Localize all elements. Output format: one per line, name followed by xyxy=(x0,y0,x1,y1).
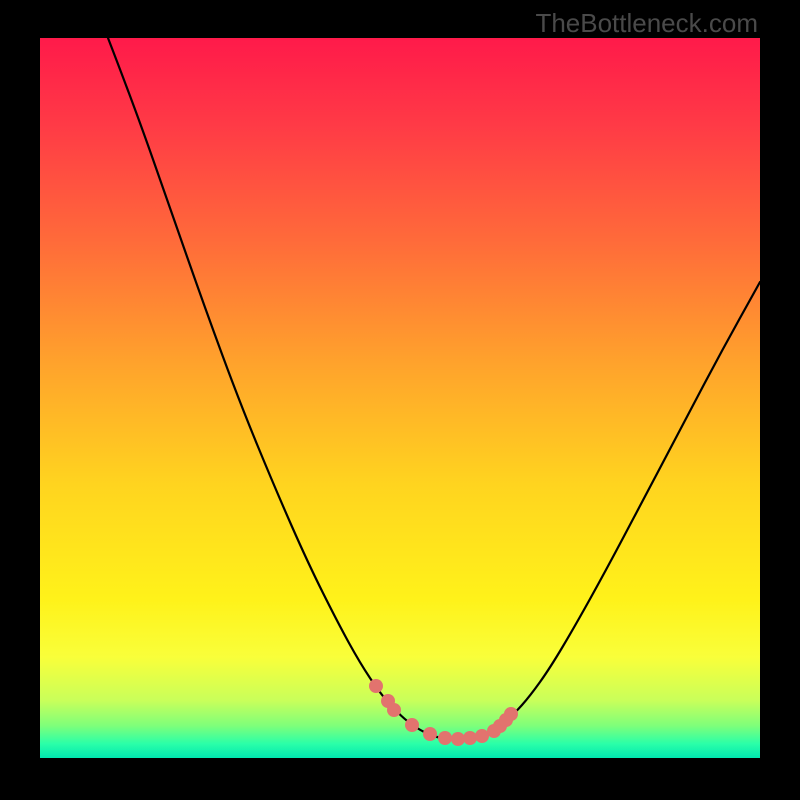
sweet-spot-marker xyxy=(504,707,518,721)
sweet-spot-marker xyxy=(387,703,401,717)
watermark-text: TheBottleneck.com xyxy=(535,8,758,39)
sweet-spot-marker xyxy=(423,727,437,741)
sweet-spot-marker xyxy=(463,731,477,745)
bottleneck-chart: TheBottleneck.com xyxy=(0,0,800,800)
plot-area xyxy=(40,38,760,758)
sweet-spot-marker xyxy=(451,732,465,746)
sweet-spot-markers xyxy=(40,38,760,758)
sweet-spot-marker xyxy=(369,679,383,693)
sweet-spot-marker xyxy=(405,718,419,732)
sweet-spot-marker xyxy=(475,729,489,743)
sweet-spot-marker xyxy=(438,731,452,745)
